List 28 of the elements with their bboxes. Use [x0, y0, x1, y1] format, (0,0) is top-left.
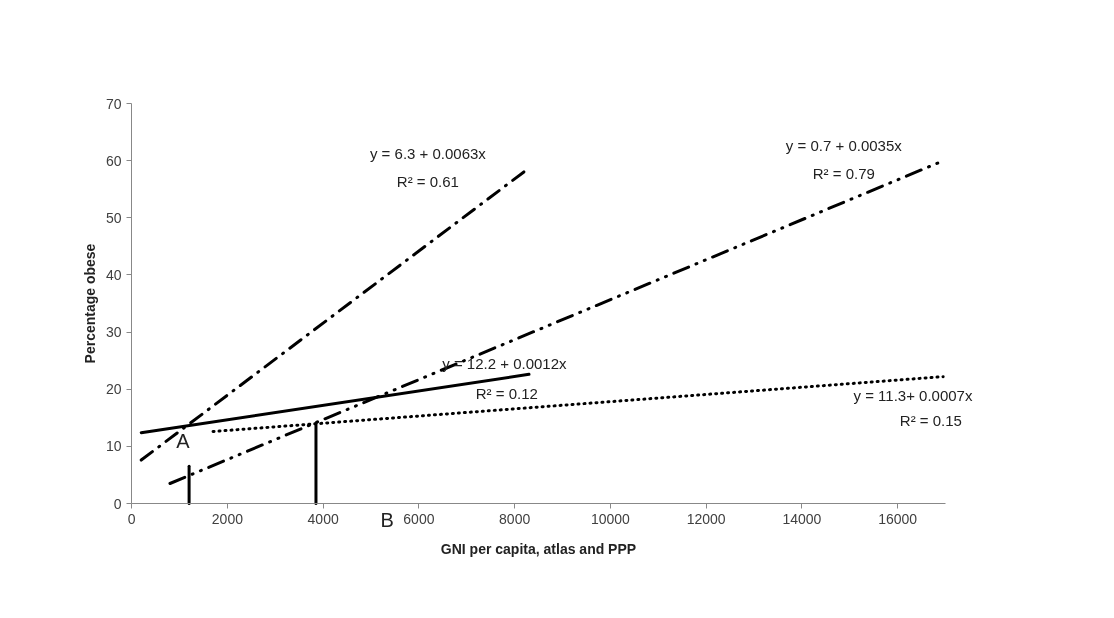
y-tick-label: 50: [106, 209, 122, 226]
y-tick-label: 0: [113, 495, 122, 512]
annotation: R² = 0.79: [812, 164, 875, 182]
y-tick-label: 30: [106, 324, 122, 341]
x-tick-label: 12000: [686, 510, 726, 527]
annotation: y = 11.3+ 0.0007x: [853, 387, 973, 404]
annotation: A: [176, 429, 191, 452]
annotation: R² = 0.15: [899, 412, 962, 430]
x-tick-label: 0: [127, 510, 136, 527]
y-tick-label: 70: [106, 95, 122, 112]
annotation: R² = 0.61: [396, 172, 459, 190]
x-tick-label: 14000: [782, 510, 822, 527]
x-tick-label: 6000: [403, 510, 435, 527]
annotation: y = 6.3 + 0.0063x: [369, 144, 487, 162]
y-tick-label: 40: [106, 266, 122, 283]
y-tick-label: 10: [106, 438, 122, 455]
annotation: R² = 0.12: [475, 384, 538, 402]
y-axis-title: Percentage obese: [81, 243, 98, 364]
annotation: y = 0.7 + 0.0035x: [785, 136, 903, 154]
x-axis-title: GNI per capita, atlas and PPP: [440, 540, 637, 557]
x-tick-label: 10000: [590, 510, 631, 527]
x-tick-label: 8000: [499, 510, 531, 527]
x-tick-label: 4000: [307, 510, 339, 527]
y-tick-label: 20: [106, 381, 122, 398]
text: B: [380, 508, 394, 531]
x-tick-label: 2000: [211, 510, 244, 527]
y-tick-label: 60: [106, 152, 122, 169]
x-tick-label: 16000: [878, 510, 918, 527]
